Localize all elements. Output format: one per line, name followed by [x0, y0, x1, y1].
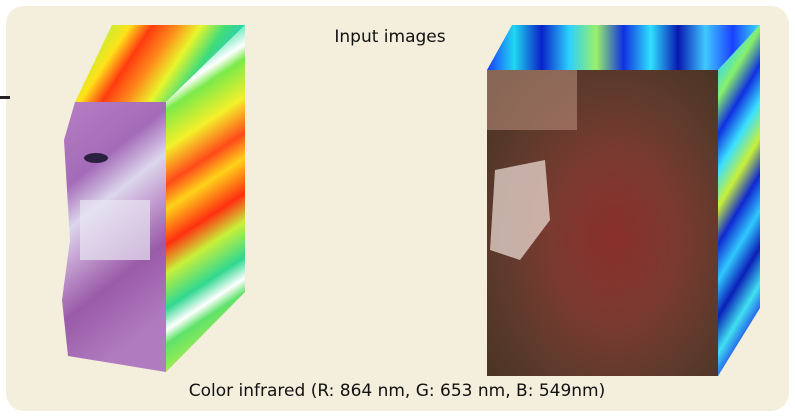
image-feature — [80, 200, 150, 260]
image-feature — [487, 70, 577, 130]
figure: Input images Color infrared (R: 864 nm, … — [0, 0, 795, 417]
cube-top — [487, 25, 760, 70]
edge-mark — [0, 96, 10, 99]
image-feature — [84, 153, 108, 163]
title: Input images — [334, 27, 445, 47]
caption: Color infrared (R: 864 nm, G: 653 nm, B:… — [189, 381, 606, 401]
